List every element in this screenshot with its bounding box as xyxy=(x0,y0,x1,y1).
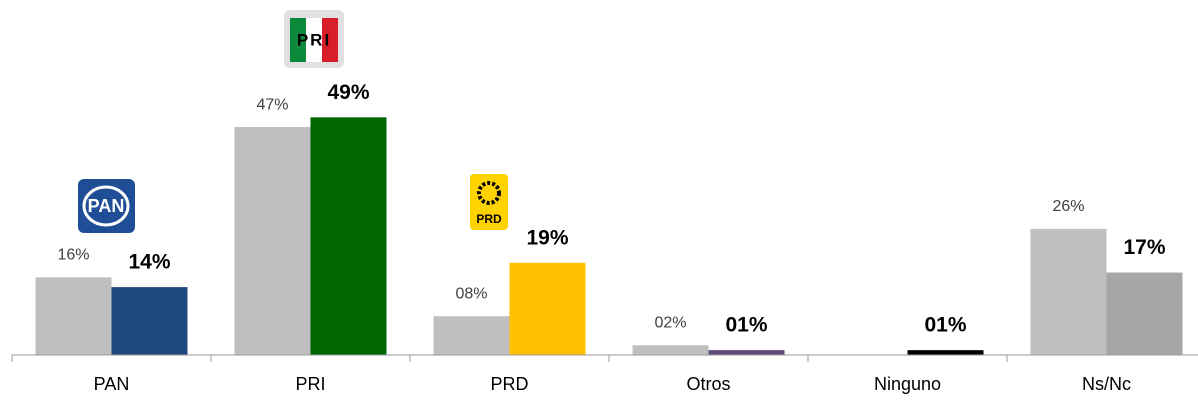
x-tick-label: Otros xyxy=(686,374,730,394)
x-tick-label: Ns/Nc xyxy=(1082,374,1131,394)
bar xyxy=(310,117,387,355)
prd-logo-text: PRD xyxy=(476,212,502,226)
value-label-current: 01% xyxy=(924,314,966,337)
bar xyxy=(234,127,311,355)
bar xyxy=(35,277,112,355)
pri-logo-white xyxy=(306,18,322,62)
bar xyxy=(1106,272,1183,355)
bar xyxy=(509,262,586,355)
bar xyxy=(1030,228,1107,355)
pan-logo-ring xyxy=(82,185,130,227)
value-label-previous: 47% xyxy=(256,96,288,113)
bar xyxy=(111,287,188,355)
value-label-previous: 26% xyxy=(1052,198,1084,215)
x-tick-label: PAN xyxy=(94,374,130,394)
value-label-current: 19% xyxy=(526,226,568,249)
value-label-previous: 16% xyxy=(57,247,89,264)
x-tick-label: PRD xyxy=(490,374,528,394)
bar xyxy=(433,316,510,355)
pan-logo-text: PAN xyxy=(88,196,125,216)
value-label-current: 01% xyxy=(725,314,767,337)
prd-logo-sun xyxy=(477,181,501,205)
bar xyxy=(907,350,984,355)
pri-logo-red xyxy=(322,18,338,62)
x-tick-label: Ninguno xyxy=(874,374,941,394)
value-label-current: 49% xyxy=(327,81,369,104)
pan-logo: PAN xyxy=(78,179,135,233)
prd-logo: PRD xyxy=(470,174,508,230)
value-label-current: 17% xyxy=(1123,236,1165,259)
bar xyxy=(708,350,785,355)
bar xyxy=(632,345,709,355)
x-tick-label: PRI xyxy=(295,374,325,394)
value-label-previous: 02% xyxy=(654,315,686,332)
pri-logo-text: PRI xyxy=(297,30,331,49)
value-label-previous: 08% xyxy=(455,285,487,302)
pri-logo-green xyxy=(290,18,306,62)
pri-logo: PRI xyxy=(284,10,344,68)
value-label-current: 14% xyxy=(128,251,170,274)
